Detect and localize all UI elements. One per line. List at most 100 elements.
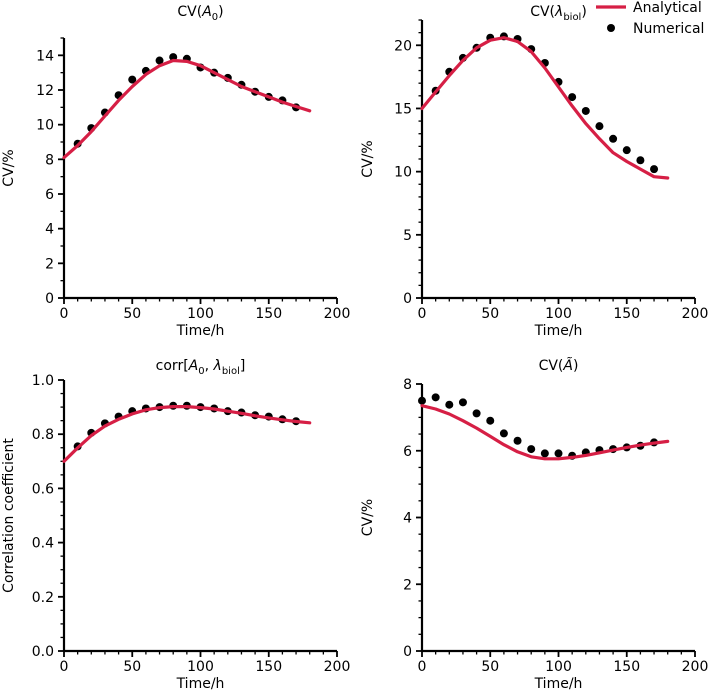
chart-panel-corr: 0 50 100 150 200 0.0 0.2 0.4 0.6 0.8 1.0 Time/h Corr… xyxy=(1,358,350,692)
title-subscript: biol xyxy=(222,366,240,377)
numerical-point xyxy=(458,398,467,407)
x-tick-label: 0 xyxy=(418,306,427,322)
y-tick-label: 0 xyxy=(403,291,412,307)
numerical-point xyxy=(499,429,508,438)
y-tick-label: 1.0 xyxy=(32,373,54,389)
x-tick-label: 0 xyxy=(60,306,69,322)
x-tick-label: 150 xyxy=(255,659,282,675)
numerical-point xyxy=(431,393,440,402)
x-tick-label: 200 xyxy=(682,659,708,675)
y-tick-label: 0.2 xyxy=(32,590,54,606)
chart-title: CV(Ã) xyxy=(539,357,579,374)
legend-numerical-label: Numerical xyxy=(633,21,704,37)
legend-analytical-label: Analytical xyxy=(633,0,702,16)
y-tick-label: 14 xyxy=(36,48,54,64)
title-text: CV( xyxy=(539,358,564,374)
y-tick-label: 0.8 xyxy=(32,427,54,443)
y-tick-label: 2 xyxy=(403,577,412,593)
y-tick-label: 10 xyxy=(36,118,54,134)
x-axis-label: Time/h xyxy=(534,676,583,692)
x-tick-label: 100 xyxy=(187,659,214,675)
title-subscript: biol xyxy=(563,12,581,23)
numerical-point xyxy=(609,134,618,143)
numerical-point xyxy=(418,396,426,405)
x-axis-label: Time/h xyxy=(176,676,225,692)
x-axis-label: Time/h xyxy=(534,323,583,339)
y-tick-label: 6 xyxy=(403,444,412,460)
y-tick-label: 0.0 xyxy=(32,644,54,660)
x-tick-label: 150 xyxy=(613,306,640,322)
numerical-point xyxy=(540,449,549,458)
y-axis-label: Correlation coefficient xyxy=(1,438,17,593)
y-axis-label: CV/% xyxy=(360,140,376,177)
numerical-point xyxy=(128,75,137,84)
x-tick-label: 200 xyxy=(324,659,351,675)
x-tick-label: 200 xyxy=(324,306,351,322)
title-symbol: Ã xyxy=(562,357,573,374)
legend: Analytical Numerical xyxy=(596,0,704,37)
y-tick-label: 10 xyxy=(394,165,412,181)
y-tick-label: 12 xyxy=(36,83,54,99)
chart-title: corr[A0, λbiol] xyxy=(156,358,246,377)
title-symbol: A xyxy=(188,358,199,374)
numerical-point xyxy=(581,106,590,115)
x-tick-label: 100 xyxy=(187,306,214,322)
title-text: CV( xyxy=(177,4,202,20)
numerical-point xyxy=(622,146,631,155)
chart-panel-cv-lambda: 0 50 100 150 200 0 5 10 15 20 Time/h CV/% CV(λbiol) xyxy=(360,4,708,339)
title-text: corr[ xyxy=(156,358,189,374)
x-tick-label: 100 xyxy=(545,306,572,322)
x-tick-label: 50 xyxy=(123,659,141,675)
chart-panel-cv-atilde: 0 50 100 150 200 0 2 4 6 8 Time/h CV/% CV(Ã) xyxy=(360,357,708,692)
chart-title: CV(λbiol) xyxy=(530,4,587,23)
title-text: ) xyxy=(573,358,578,374)
y-tick-label: 0.4 xyxy=(32,536,54,552)
x-tick-label: 50 xyxy=(481,659,499,675)
y-tick-label: 8 xyxy=(403,377,412,393)
numerical-point xyxy=(650,165,659,174)
numerical-point xyxy=(486,416,495,425)
title-symbol: λ xyxy=(554,4,563,20)
title-text: ) xyxy=(218,4,223,20)
title-text: CV( xyxy=(530,4,555,20)
chart-title: CV(A0) xyxy=(177,4,223,23)
y-tick-label: 0 xyxy=(45,291,54,307)
y-tick-label: 4 xyxy=(403,511,412,527)
title-subscript: 0 xyxy=(198,366,204,377)
numerical-point xyxy=(554,449,563,458)
y-tick-label: 8 xyxy=(45,152,54,168)
x-tick-label: 0 xyxy=(418,659,427,675)
x-tick-label: 200 xyxy=(682,306,708,322)
numerical-point xyxy=(636,156,645,165)
title-text: ] xyxy=(240,358,245,374)
title-symbol: A xyxy=(201,4,212,20)
title-text: , xyxy=(205,358,214,374)
title-subscript: 0 xyxy=(212,12,218,23)
numerical-point xyxy=(155,56,164,65)
numerical-point xyxy=(445,400,454,409)
x-tick-label: 50 xyxy=(481,306,499,322)
numerical-point xyxy=(472,409,481,418)
x-tick-label: 0 xyxy=(60,659,69,675)
numerical-point xyxy=(568,93,577,102)
x-tick-label: 150 xyxy=(255,306,282,322)
y-tick-label: 5 xyxy=(403,228,412,244)
analytical-line xyxy=(420,404,670,461)
x-tick-label: 100 xyxy=(545,659,572,675)
analytical-line xyxy=(62,405,312,463)
x-tick-label: 150 xyxy=(613,659,640,675)
x-tick-label: 50 xyxy=(123,306,141,322)
x-axis-label: Time/h xyxy=(176,323,225,339)
y-tick-label: 15 xyxy=(394,101,412,117)
y-tick-label: 4 xyxy=(45,222,54,238)
title-text: ) xyxy=(581,4,586,20)
analytical-line xyxy=(62,58,312,160)
y-tick-label: 2 xyxy=(45,256,54,272)
legend-numerical-marker xyxy=(607,24,615,32)
y-tick-label: 20 xyxy=(394,38,412,54)
y-axis-label: CV/% xyxy=(360,499,376,536)
y-tick-label: 0.6 xyxy=(32,481,54,497)
y-tick-label: 0 xyxy=(403,644,412,660)
